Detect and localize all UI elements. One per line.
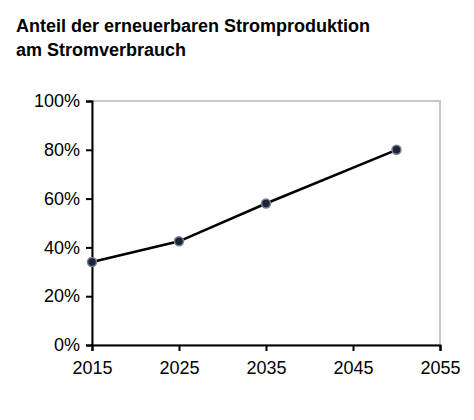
x-tick: 2045 (333, 345, 373, 378)
y-tick: 40% (44, 238, 92, 258)
data-point (88, 258, 97, 267)
y-tick-mark (86, 247, 92, 249)
y-tick-label: 100% (34, 91, 80, 111)
y-tick-label: 40% (44, 238, 80, 258)
data-point (262, 199, 271, 208)
plot-area (88, 145, 402, 266)
y-tick-label: 60% (44, 189, 80, 209)
title: am Stromverbrauch (16, 40, 186, 60)
y-tick-mark (86, 345, 92, 347)
x-tick-mark (92, 345, 94, 351)
x-tick: 2015 (72, 345, 112, 378)
y-tick-label: 0% (54, 335, 80, 355)
title-group: Anteil der erneuerbaren Stromproduktion a… (16, 16, 370, 60)
y-tick: 100% (34, 91, 92, 111)
y-tick-mark (86, 296, 92, 298)
x-tick-mark (266, 345, 268, 351)
x-tick-label: 2045 (333, 358, 373, 378)
y-tick-mark (86, 101, 92, 103)
x-tick-label: 2015 (72, 358, 112, 378)
title: Anteil der erneuerbaren Stromproduktion (16, 16, 370, 36)
data-point (175, 237, 184, 246)
x-tick-mark (179, 345, 181, 351)
x-tick: 2025 (159, 345, 199, 378)
y-tick-mark (86, 149, 92, 151)
x-tick-mark (440, 345, 442, 351)
plot-frame (92, 101, 440, 345)
x-axis-line (93, 346, 441, 352)
x-tick-label: 2055 (420, 358, 460, 378)
x-axis: 2015 2025 2035 2045 2055 (72, 345, 460, 378)
y-axis-line (86, 102, 93, 346)
y-tick: 80% (44, 140, 92, 160)
y-tick: 60% (44, 189, 92, 209)
y-tick: 20% (44, 286, 92, 306)
x-tick-label: 2035 (246, 358, 286, 378)
x-tick: 2035 (246, 345, 286, 378)
x-tick-mark (353, 345, 355, 351)
y-tick-label: 80% (44, 140, 80, 160)
y-axis: 0% 20% 40% 60% 80% 100% (34, 91, 93, 355)
data-point (392, 145, 401, 154)
x-tick-label: 2025 (159, 358, 199, 378)
chart: Anteil der erneuerbaren Stromproduktion a… (0, 0, 474, 420)
x-tick: 2055 (420, 345, 460, 378)
y-tick: 0% (54, 335, 92, 355)
data-line (92, 150, 397, 262)
y-tick-mark (86, 198, 92, 200)
y-tick-label: 20% (44, 286, 80, 306)
